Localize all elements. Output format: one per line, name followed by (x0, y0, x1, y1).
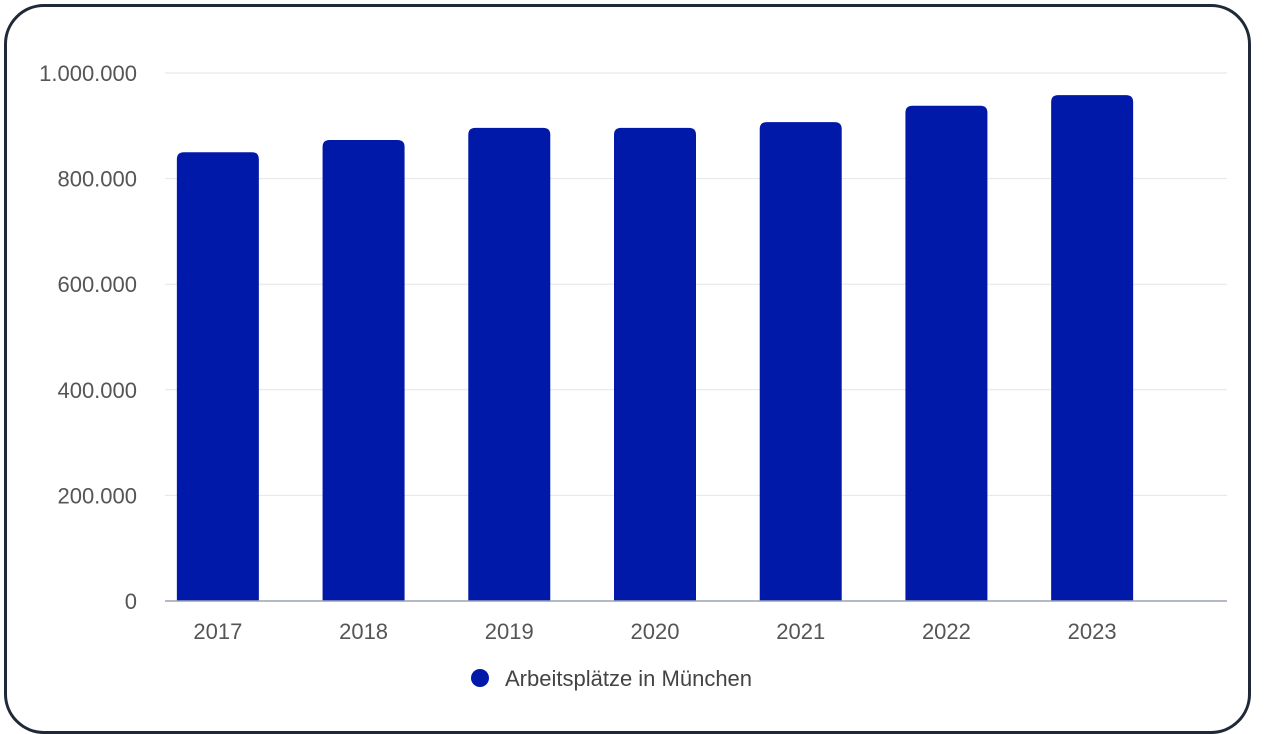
y-tick-label: 0 (125, 589, 137, 614)
legend-label: Arbeitsplätze in München (505, 666, 752, 691)
x-tick-label: 2019 (485, 619, 534, 644)
x-tick-label: 2020 (631, 619, 680, 644)
y-tick-label: 400.000 (57, 378, 137, 403)
x-axis-ticks: 2017 2018 2019 2020 2021 2022 2023 (193, 619, 1116, 644)
x-tick-label: 2021 (776, 619, 825, 644)
bar-2023 (1051, 95, 1134, 602)
x-tick-label: 2022 (922, 619, 971, 644)
bar-2020 (614, 127, 696, 602)
bar-2018 (322, 140, 405, 601)
x-tick-label: 2017 (193, 619, 242, 644)
y-tick-label: 800.000 (57, 167, 137, 192)
legend-swatch (471, 669, 489, 687)
bar-2019 (468, 127, 551, 602)
y-axis-ticks: 0 200.000 400.000 600.000 800.000 1.000.000 (39, 61, 137, 614)
y-tick-label: 1.000.000 (39, 61, 137, 86)
y-tick-label: 200.000 (57, 483, 137, 508)
legend: Arbeitsplätze in München (471, 666, 752, 691)
bar-2022 (905, 105, 988, 602)
bar-2017 (176, 152, 259, 601)
x-tick-label: 2023 (1068, 619, 1117, 644)
bar-2021 (759, 122, 842, 601)
y-tick-label: 600.000 (57, 272, 137, 297)
x-tick-label: 2018 (339, 619, 388, 644)
bars (176, 95, 1134, 602)
